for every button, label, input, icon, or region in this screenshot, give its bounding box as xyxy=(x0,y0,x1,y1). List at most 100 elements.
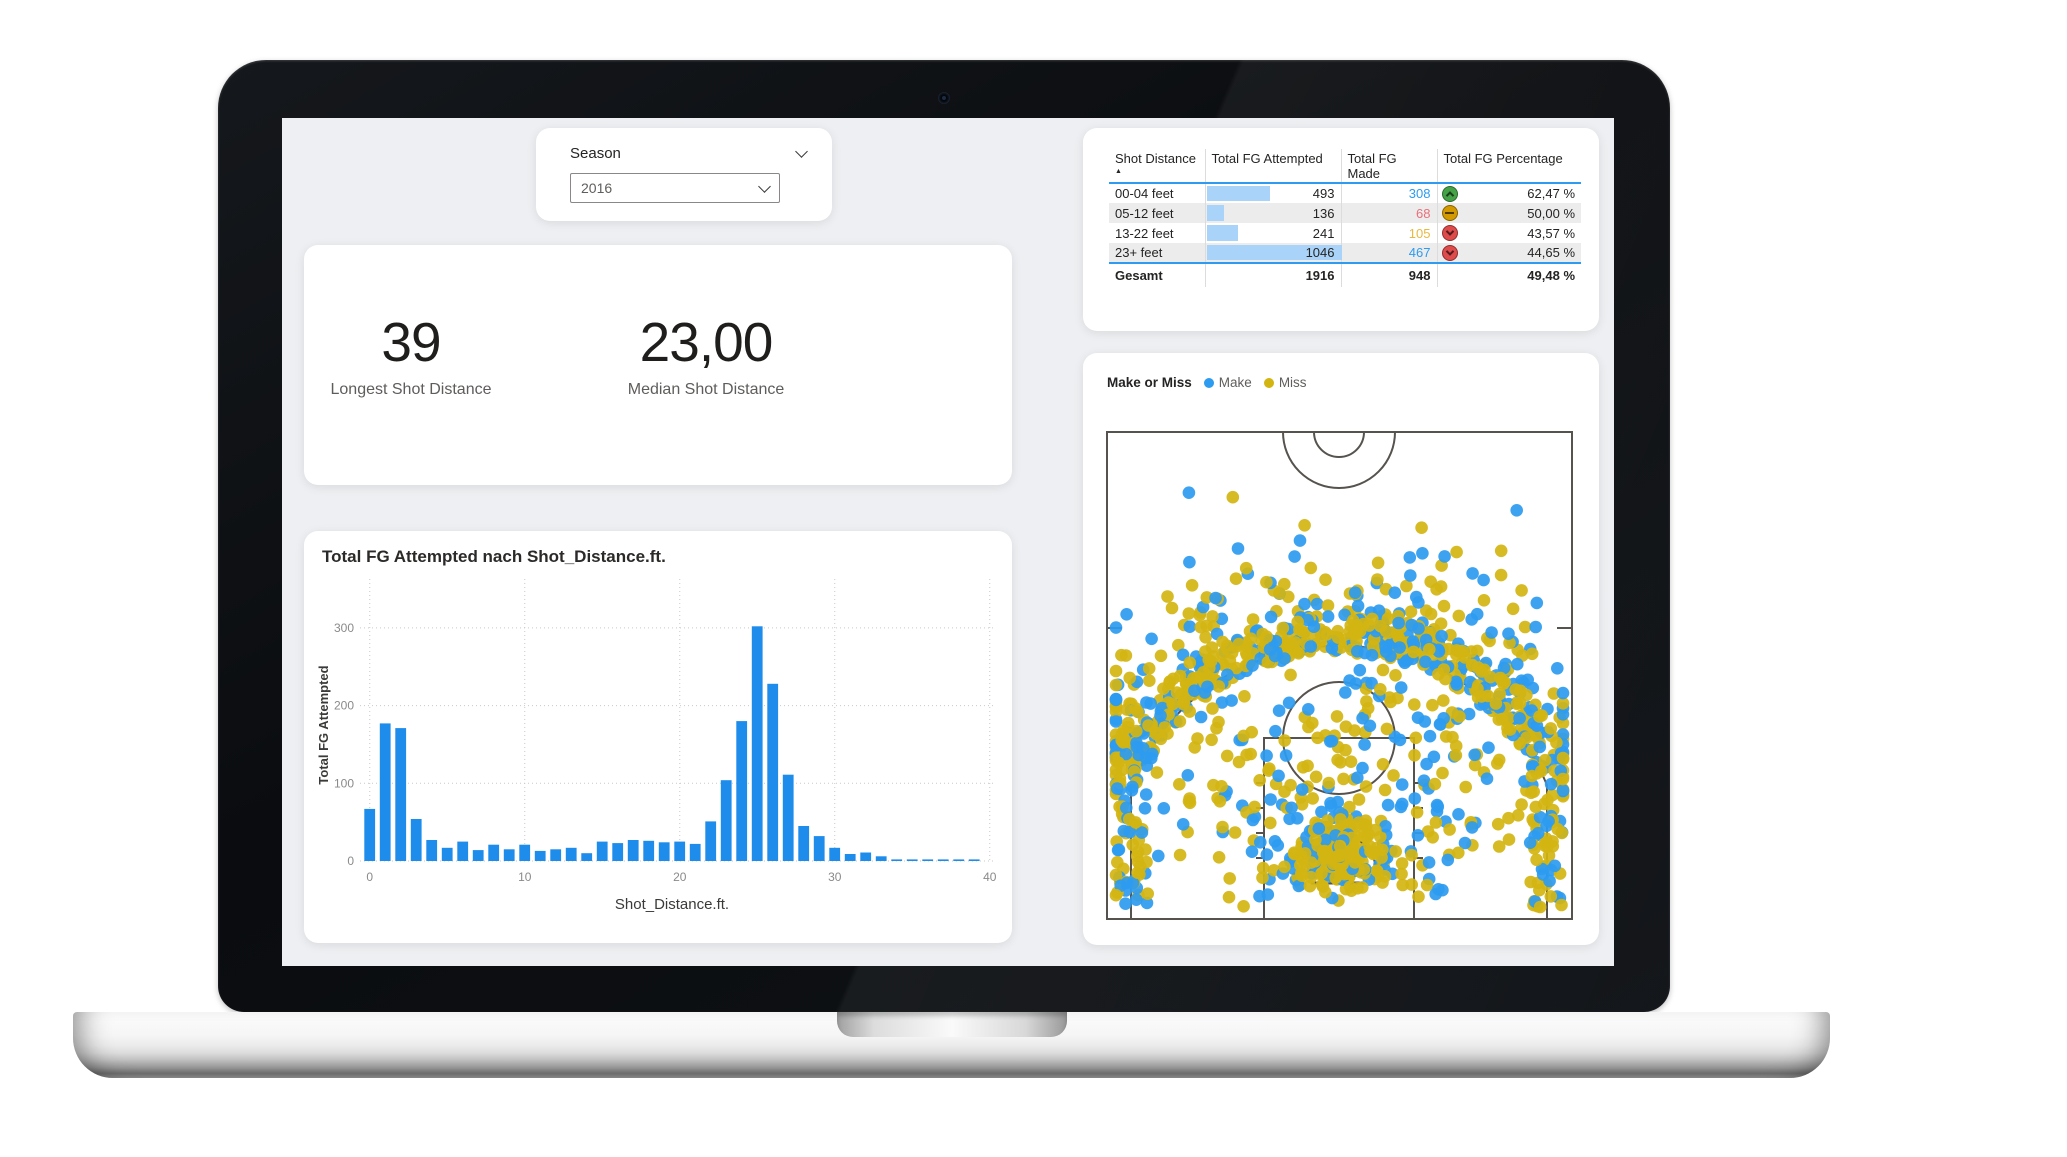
shot-dot[interactable] xyxy=(1434,580,1448,593)
shot-dot[interactable] xyxy=(1443,823,1456,836)
bar[interactable] xyxy=(689,843,701,861)
shot-dot[interactable] xyxy=(1109,715,1123,728)
shot-dot[interactable] xyxy=(1245,845,1259,858)
bar[interactable] xyxy=(379,723,391,861)
shot-dot[interactable] xyxy=(1278,734,1291,747)
bar[interactable] xyxy=(968,859,980,861)
shot-dot[interactable] xyxy=(1371,556,1385,570)
shot-dot[interactable] xyxy=(1206,610,1219,623)
shot-dot[interactable] xyxy=(1497,677,1510,690)
shot-dot[interactable] xyxy=(1196,600,1210,614)
shot-dot[interactable] xyxy=(1495,712,1509,726)
shot-dot[interactable] xyxy=(1547,687,1561,700)
bar[interactable] xyxy=(953,859,965,861)
shot-dot[interactable] xyxy=(1379,820,1392,833)
shot-dot[interactable] xyxy=(1295,783,1309,796)
shot-dot[interactable] xyxy=(1449,749,1463,762)
shot-dot[interactable] xyxy=(1306,716,1319,730)
shot-dot[interactable] xyxy=(1298,847,1312,860)
shot-dot[interactable] xyxy=(1220,639,1234,652)
shot-dot[interactable] xyxy=(1135,826,1149,839)
shot-dot[interactable] xyxy=(1306,792,1319,805)
shot-dot[interactable] xyxy=(1511,809,1525,822)
shot-dot[interactable] xyxy=(1535,764,1548,778)
shot-dot[interactable] xyxy=(1260,749,1273,762)
shot-dot[interactable] xyxy=(1358,738,1371,751)
shot-dot[interactable] xyxy=(1363,719,1377,733)
shot-dot[interactable] xyxy=(1183,555,1196,569)
shot-dot[interactable] xyxy=(1556,708,1570,721)
shot-dot[interactable] xyxy=(1395,778,1409,791)
bar[interactable] xyxy=(736,721,748,861)
shot-dot[interactable] xyxy=(1494,544,1508,558)
bar[interactable] xyxy=(751,626,763,861)
shot-dot[interactable] xyxy=(1537,797,1551,811)
shot-dot[interactable] xyxy=(1492,840,1506,853)
shot-dot[interactable] xyxy=(1282,696,1296,710)
shot-dot[interactable] xyxy=(1389,845,1402,858)
shot-dot[interactable] xyxy=(1437,599,1451,613)
shot-dot[interactable] xyxy=(1260,575,1273,589)
shot-dot[interactable] xyxy=(1357,863,1371,876)
bar[interactable] xyxy=(643,840,655,861)
bar[interactable] xyxy=(519,844,531,861)
shot-dot[interactable] xyxy=(1150,766,1164,779)
shot-dot[interactable] xyxy=(1284,668,1297,682)
column-header[interactable]: Total FG Attempted xyxy=(1204,149,1341,183)
bar[interactable] xyxy=(844,854,856,861)
shot-dot[interactable] xyxy=(1492,753,1506,767)
shot-dot[interactable] xyxy=(1309,833,1322,846)
bar[interactable] xyxy=(875,856,887,861)
shot-dot[interactable] xyxy=(1352,793,1366,806)
shot-dot[interactable] xyxy=(1465,821,1479,834)
shot-dot[interactable] xyxy=(1285,801,1298,815)
shot-dot[interactable] xyxy=(1468,748,1481,762)
shot-dot[interactable] xyxy=(1432,645,1446,658)
shot-dot[interactable] xyxy=(1165,601,1179,615)
bar[interactable] xyxy=(488,844,500,861)
shot-dot[interactable] xyxy=(1544,722,1558,735)
shot-dot[interactable] xyxy=(1491,817,1505,831)
shot-dot[interactable] xyxy=(1271,839,1285,852)
shot-dot[interactable] xyxy=(1298,519,1311,532)
bar[interactable] xyxy=(922,859,934,861)
shot-dot[interactable] xyxy=(1536,868,1550,881)
table-row[interactable]: 13-22 feet 241 105 43,57 % xyxy=(1109,223,1581,243)
shot-dot[interactable] xyxy=(1315,805,1328,819)
shot-dot[interactable] xyxy=(1276,621,1290,635)
shot-dot[interactable] xyxy=(1215,780,1228,793)
shot-dot[interactable] xyxy=(1513,712,1526,725)
shot-dot[interactable] xyxy=(1301,613,1314,627)
shot-dot[interactable] xyxy=(1263,762,1276,775)
shot-dot[interactable] xyxy=(1475,665,1488,678)
shot-dot[interactable] xyxy=(1392,616,1405,630)
shot-dot[interactable] xyxy=(1182,607,1196,620)
shot-dot[interactable] xyxy=(1119,897,1132,910)
shot-dot[interactable] xyxy=(1485,626,1498,639)
shot-dot[interactable] xyxy=(1324,796,1337,810)
bar[interactable] xyxy=(457,841,469,861)
shot-dot[interactable] xyxy=(1109,621,1123,634)
chevron-down-icon[interactable] xyxy=(758,179,771,193)
shot-dot[interactable] xyxy=(1405,878,1418,891)
shot-dot[interactable] xyxy=(1157,682,1170,695)
shot-dot[interactable] xyxy=(1367,845,1381,859)
shot-dot[interactable] xyxy=(1546,788,1559,802)
bar[interactable] xyxy=(534,850,546,861)
shot-dot[interactable] xyxy=(1130,893,1143,906)
shot-dot[interactable] xyxy=(1435,629,1448,643)
shot-dot[interactable] xyxy=(1209,591,1222,605)
shot-dot[interactable] xyxy=(1212,680,1226,693)
shot-dot[interactable] xyxy=(1538,753,1552,767)
shot-dot[interactable] xyxy=(1183,656,1197,669)
shot-dot[interactable] xyxy=(1449,739,1463,753)
shot-dot[interactable] xyxy=(1292,879,1305,893)
shot-dot[interactable] xyxy=(1343,674,1356,687)
shot-dot[interactable] xyxy=(1389,669,1402,682)
shot-dot[interactable] xyxy=(1361,702,1375,715)
shot-dot[interactable] xyxy=(1351,771,1364,784)
shot-dot[interactable] xyxy=(1109,888,1123,902)
bar[interactable] xyxy=(596,841,608,861)
shot-dot[interactable] xyxy=(1453,710,1466,723)
shot-dot[interactable] xyxy=(1226,490,1240,504)
